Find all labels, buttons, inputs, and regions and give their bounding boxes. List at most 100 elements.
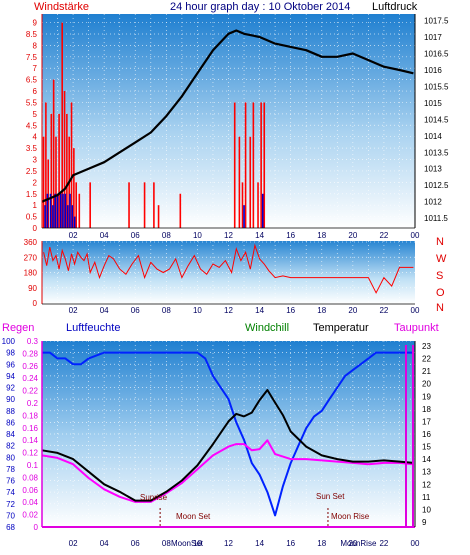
top-x-tick-label: 00: [411, 231, 420, 240]
pressure-tick-label: 1014: [424, 132, 442, 141]
humidity-tick-label: 86: [6, 418, 15, 427]
temperature-tick-label: 10: [422, 505, 431, 514]
regen-tick-label: 0.04: [22, 498, 38, 507]
pressure-tick-label: 1015.5: [424, 82, 449, 91]
pressure-tick-label: 1017.5: [424, 17, 449, 26]
mid-chart-layer: [43, 243, 414, 294]
humidity-tick-label: 68: [6, 523, 15, 532]
pressure-tick-label: 1016: [424, 66, 442, 75]
wind-direction-line: [43, 243, 414, 294]
pressure-tick-label: 1011.5: [424, 214, 448, 223]
wind-tick-label: 2.5: [26, 167, 38, 176]
wind-tick-label: 4: [33, 133, 38, 142]
wind-tick-label: 3: [33, 156, 38, 165]
humidity-tick-label: 94: [6, 372, 15, 381]
mid-x-tick-label: 06: [131, 306, 140, 315]
pressure-tick-label: 1013.5: [424, 148, 449, 157]
temperature-line: [41, 389, 414, 502]
pressure-line: [41, 29, 414, 203]
temperature-tick-label: 20: [422, 380, 431, 389]
bottom-x-tick-label: 20: [348, 539, 357, 548]
top-x-tick-label: 20: [348, 231, 357, 240]
temperature-tick-label: 22: [422, 355, 431, 364]
wind-tick-label: 0: [33, 224, 38, 233]
bottom-x-tick-label: 12: [224, 539, 233, 548]
pressure-tick-label: 1013: [424, 165, 442, 174]
temperature-tick-label: 17: [422, 417, 431, 426]
label-windchill: Windchill: [245, 322, 289, 334]
temperature-tick-label: 19: [422, 392, 431, 401]
label-taupunkt: Taupunkt: [394, 322, 439, 334]
top-x-tick-label: 06: [131, 231, 140, 240]
dewpoint-line: [41, 439, 414, 503]
humidity-tick-label: 96: [6, 360, 15, 369]
mid-x-tick-label: 00: [411, 306, 420, 315]
top-x-tick-label: 02: [69, 231, 78, 240]
regen-tick-label: 0.3: [27, 337, 39, 346]
bottom-x-tick-label: 02: [69, 539, 78, 548]
regen-tick-label: 0.06: [22, 486, 38, 495]
wind-tick-label: 1: [33, 201, 38, 210]
mid-x-tick-label: 02: [69, 306, 78, 315]
top-x-tick-label: 14: [255, 231, 264, 240]
direction-letter: S: [436, 270, 443, 282]
top-x-tick-label: 18: [317, 231, 326, 240]
humidity-tick-label: 90: [6, 395, 15, 404]
wind-tick-label: 2: [33, 178, 38, 187]
direction-tick-label: 90: [28, 284, 37, 293]
annotation-sunrise: Sunrise: [140, 493, 168, 502]
wind-tick-label: 6.5: [26, 76, 38, 85]
humidity-tick-label: 98: [6, 349, 15, 358]
wind-tick-label: 5.5: [26, 98, 38, 107]
chart-title: 24 hour graph day : 10 Oktober 2014: [170, 1, 350, 13]
bottom-x-tick-label: 00: [411, 539, 420, 548]
regen-tick-label: 0.24: [22, 374, 38, 383]
label-luftfeuchte: Luftfeuchte: [66, 322, 120, 334]
mid-x-tick-label: 14: [255, 306, 264, 315]
regen-tick-label: 0.18: [22, 411, 38, 420]
temperature-tick-label: 16: [422, 430, 431, 439]
wind-tick-label: 0.5: [26, 213, 38, 222]
humidity-tick-label: 74: [6, 488, 15, 497]
temperature-tick-label: 11: [422, 493, 431, 502]
humidity-tick-label: 72: [6, 500, 15, 509]
bottom-x-tick-label: 16: [286, 539, 295, 548]
bottom-chart-layer: Sunrise Sun Set Moon Set Moon Rise: [41, 351, 414, 527]
grid-layer: [42, 14, 415, 528]
temperature-tick-label: 18: [422, 405, 431, 414]
wind-tick-label: 8.5: [26, 30, 38, 39]
pressure-tick-label: 1014.5: [424, 115, 449, 124]
left-axis-label-windstaerke: Windstärke: [34, 1, 89, 13]
temperature-tick-label: 12: [422, 480, 431, 489]
pressure-tick-label: 1012: [424, 198, 442, 207]
direction-letter: O: [436, 287, 445, 299]
humidity-tick-label: 80: [6, 453, 15, 462]
regen-tick-label: 0.16: [22, 424, 38, 433]
regen-tick-label: 0.12: [22, 449, 38, 458]
wind-tick-label: 9: [33, 19, 38, 28]
top-x-tick-label: 10: [193, 231, 202, 240]
wind-tick-label: 7: [33, 64, 38, 73]
direction-letter: N: [436, 236, 444, 248]
bottom-x-tick-label: 08: [162, 539, 171, 548]
annotation-sunset: Sun Set: [316, 492, 345, 501]
mid-x-tick-label: 04: [100, 306, 109, 315]
top-x-tick-label: 22: [379, 231, 388, 240]
mid-x-tick-label: 22: [379, 306, 388, 315]
humidity-tick-label: 84: [6, 430, 15, 439]
label-regen: Regen: [2, 322, 34, 334]
regen-tick-label: 0: [34, 523, 39, 532]
mid-x-tick-label: 10: [193, 306, 202, 315]
top-plot-area: [42, 14, 415, 228]
humidity-tick-label: 100: [2, 337, 16, 346]
bottom-x-tick-label: 10: [193, 539, 202, 548]
temperature-tick-label: 9: [422, 518, 427, 527]
humidity-tick-label: 92: [6, 384, 15, 393]
direction-tick-label: 180: [24, 269, 38, 278]
annotation-moonset: Moon Set: [176, 512, 211, 521]
bottom-x-tick-label: 06: [131, 539, 140, 548]
wind-tick-label: 4.5: [26, 121, 38, 130]
bottom-x-tick-label: 14: [255, 539, 264, 548]
